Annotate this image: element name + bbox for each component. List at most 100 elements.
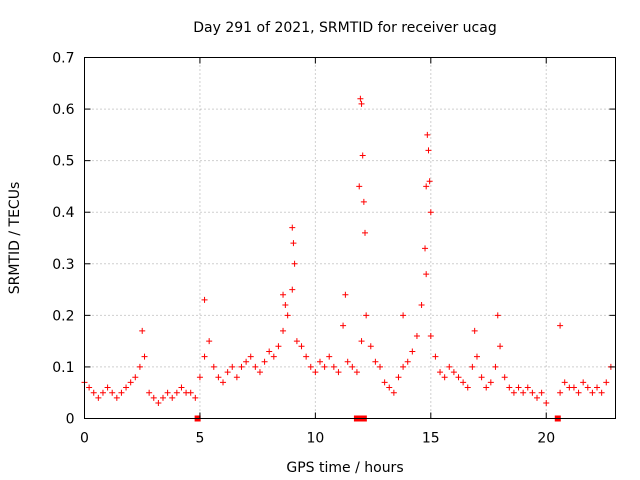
data-point [95, 394, 102, 401]
data-point [390, 389, 397, 396]
data-point [538, 389, 545, 396]
y-tick-label: 0.6 [52, 102, 74, 118]
data-point [441, 374, 448, 381]
data-point [425, 147, 432, 154]
data-point [483, 384, 490, 391]
data-point [316, 358, 323, 365]
data-point [386, 384, 393, 391]
data-point [349, 363, 356, 370]
data-point [358, 100, 365, 107]
data-point [224, 369, 231, 376]
data-point [400, 363, 407, 370]
data-point [422, 245, 429, 252]
data-point [303, 353, 310, 360]
data-point [291, 260, 298, 267]
data-point [289, 286, 296, 293]
data-point [358, 338, 365, 345]
data-point [99, 389, 106, 396]
data-point [86, 384, 93, 391]
data-point [330, 363, 337, 370]
data-point [123, 384, 130, 391]
axis-ticks: 0 0.1 0.2 0.3 0.4 0.5 0.6 0.7 0 5 10 15 20 [52, 51, 616, 447]
x-tick-label: 0 [80, 431, 89, 447]
data-point [506, 384, 513, 391]
data-point [497, 343, 504, 350]
data-point [146, 389, 153, 396]
data-point [372, 358, 379, 365]
y-tick-label: 0.5 [52, 154, 74, 170]
data-point [471, 327, 478, 334]
data-point [220, 379, 227, 386]
data-point [127, 379, 134, 386]
data-point [450, 369, 457, 376]
grid [84, 57, 616, 419]
data-point [282, 302, 289, 309]
data-point [196, 374, 203, 381]
data-point [293, 338, 300, 345]
data-point [357, 95, 364, 102]
data-point [529, 389, 536, 396]
data-point [598, 389, 605, 396]
data-point [275, 343, 282, 350]
data-point [473, 353, 480, 360]
data-point [206, 338, 213, 345]
data-point [501, 374, 508, 381]
y-axis-label: SRMTID / TECUs [7, 182, 23, 295]
data-point [570, 384, 577, 391]
data-point [290, 240, 297, 247]
data-point [426, 178, 433, 185]
data-point [404, 358, 411, 365]
data-point [362, 229, 369, 236]
y-tick-label: 0 [66, 412, 75, 428]
data-point [118, 389, 125, 396]
data-points [81, 95, 614, 407]
y-tick-label: 0.7 [52, 51, 74, 67]
data-point [210, 363, 217, 370]
data-point [543, 400, 550, 407]
data-point [557, 389, 564, 396]
data-point [280, 327, 287, 334]
data-point [173, 389, 180, 396]
data-point [233, 374, 240, 381]
data-point [113, 394, 120, 401]
data-point [446, 363, 453, 370]
data-point [340, 322, 347, 329]
data-point [238, 363, 245, 370]
data-point [515, 384, 522, 391]
data-point [381, 379, 388, 386]
data-point [139, 327, 146, 334]
data-point [344, 358, 351, 365]
data-point [201, 353, 208, 360]
data-point [270, 353, 277, 360]
data-point [150, 394, 157, 401]
y-tick-label: 0.1 [52, 360, 74, 376]
data-point [487, 379, 494, 386]
data-point [326, 353, 333, 360]
data-point [132, 374, 139, 381]
data-point [335, 369, 342, 376]
data-point [266, 348, 273, 355]
data-point [464, 384, 471, 391]
data-point [360, 198, 367, 205]
data-point [520, 389, 527, 396]
data-point [356, 183, 363, 190]
data-point [494, 312, 501, 319]
data-point [169, 394, 176, 401]
data-point [395, 374, 402, 381]
data-point [312, 369, 319, 376]
data-point [418, 302, 425, 309]
data-point [460, 379, 467, 386]
plot-frame [84, 57, 616, 419]
data-point [201, 296, 208, 303]
data-point [534, 394, 541, 401]
data-point [603, 379, 610, 386]
data-point [109, 389, 116, 396]
data-point [164, 389, 171, 396]
data-point [561, 379, 568, 386]
y-tick-label: 0.3 [52, 257, 74, 273]
data-point [524, 384, 531, 391]
data-point [478, 374, 485, 381]
x-axis-label: GPS time / hours [286, 460, 403, 476]
data-point [178, 384, 185, 391]
